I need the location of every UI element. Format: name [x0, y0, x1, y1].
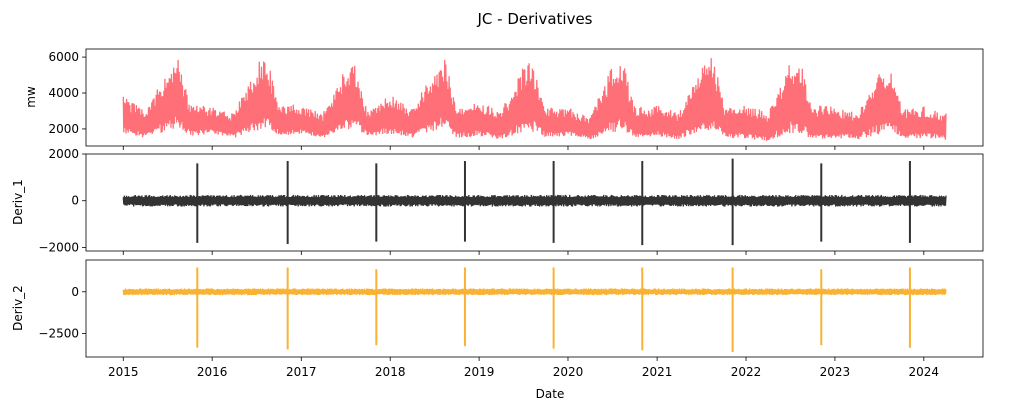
y-tick-label: 4000 [48, 86, 79, 100]
y-tick-label: −2000 [38, 240, 79, 254]
figure-title: JC - Derivatives [477, 10, 593, 28]
panel-deriv-1: Deriv_1 −2000 0 2000 [11, 147, 984, 255]
x-tick-label: 2015 [108, 365, 139, 379]
x-tick-label: 2018 [375, 365, 406, 379]
x-axis-label: Date [536, 387, 565, 401]
y-tick-label: 2000 [48, 122, 79, 136]
x-tick-label: 2023 [820, 365, 851, 379]
ylabel-deriv-2: Deriv_2 [11, 285, 25, 331]
ylabel-deriv-1: Deriv_1 [11, 179, 25, 225]
series-line-deriv-2 [122, 288, 947, 296]
y-tick-label: 0 [71, 194, 79, 208]
y-tick-label: 6000 [48, 50, 79, 64]
x-tick-label: 2016 [197, 365, 228, 379]
x-tick-label: 2021 [642, 365, 673, 379]
panel-mw: mw 2000 4000 6000 [24, 48, 984, 150]
panel-deriv-2: Deriv_2 −2500 0 2015 2016 2017 2018 2019 2020 20… [11, 259, 984, 379]
y-tick-label: −2500 [38, 327, 79, 341]
x-tick-label: 2020 [553, 365, 584, 379]
y-tick-label: 2000 [48, 147, 79, 161]
series-line-deriv-1 [122, 194, 947, 207]
series-line-mw [122, 58, 947, 141]
ylabel-mw: mw [24, 86, 38, 108]
x-tick-label: 2024 [909, 365, 940, 379]
axes-frame [85, 153, 984, 252]
x-tick-label: 2022 [731, 365, 762, 379]
x-tick-label: 2017 [286, 365, 317, 379]
y-tick-label: 0 [71, 285, 79, 299]
x-tick-label: 2019 [464, 365, 495, 379]
axes-frame [85, 259, 984, 358]
axes-frame [85, 48, 984, 147]
